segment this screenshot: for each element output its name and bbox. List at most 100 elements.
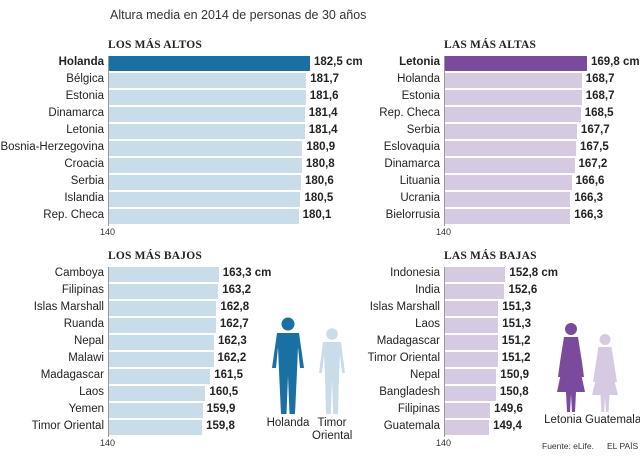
- bar-mark: [108, 352, 214, 367]
- value-label: 182,5 cm: [314, 56, 363, 68]
- category-label: Laos: [79, 386, 104, 398]
- axis-baseline: [108, 267, 109, 437]
- panel-heading: LOS MÁS BAJOS: [108, 250, 202, 262]
- bar-mark: [444, 56, 587, 71]
- value-label: 152,8 cm: [509, 267, 559, 279]
- value-label: 169,8 cm: [591, 56, 640, 68]
- category-label: Ucrania: [400, 192, 440, 204]
- bar-mark: [108, 124, 305, 139]
- axis-min-label: 140: [100, 438, 116, 448]
- bar-mark: [108, 141, 303, 156]
- value-label: 167,5: [579, 141, 609, 153]
- bar-mark: [108, 369, 211, 384]
- figure-label-letonia: Letonia: [544, 414, 582, 426]
- category-label: Bélgica: [66, 73, 104, 85]
- bar-mark: [108, 73, 307, 88]
- footer-source: Fuente: eLife.: [542, 441, 594, 451]
- bar-mark: [108, 192, 301, 207]
- category-label: Holanda: [397, 73, 440, 85]
- bar-mark: [108, 386, 206, 401]
- category-label: Lituania: [399, 175, 440, 187]
- bar-mark: [108, 90, 306, 105]
- category-label: Rep. Checa: [43, 209, 104, 221]
- category-label: Bosnia-Herzegovina: [0, 141, 104, 153]
- category-label: Filipinas: [61, 284, 104, 296]
- category-label: Timor Oriental: [31, 420, 104, 432]
- bar-mark: [444, 284, 505, 299]
- bar-mark: [444, 73, 582, 88]
- value-label: 151,2: [501, 335, 531, 347]
- value-label: 180,5: [304, 192, 334, 204]
- category-label: Filipinas: [397, 403, 440, 415]
- woman-figure-tall-icon: [557, 323, 585, 412]
- bar-mark: [108, 420, 203, 435]
- category-label: Estonia: [401, 90, 440, 102]
- category-label: Letonia: [66, 124, 104, 136]
- category-label: Nepal: [409, 369, 440, 381]
- bar-mark: [108, 403, 203, 418]
- bar-mark: [108, 318, 216, 333]
- figure-label-guatemala: Guatemala: [585, 414, 640, 426]
- bar-mark: [108, 56, 310, 71]
- value-label: 159,8: [206, 420, 235, 432]
- bar-mark: [108, 209, 299, 224]
- category-label: Guatemala: [383, 420, 440, 432]
- bar-mark: [108, 267, 219, 282]
- woman-figure-short-icon: [592, 334, 618, 412]
- axis-min-label: 140: [436, 438, 452, 448]
- bar-mark: [108, 335, 214, 350]
- bar-mark: [444, 403, 491, 418]
- category-label: Madagascar: [376, 335, 440, 347]
- axis-min-label: 140: [436, 227, 452, 237]
- bar-mark: [108, 107, 305, 122]
- value-label: 163,3 cm: [222, 267, 272, 279]
- category-label: Islas Marshall: [33, 301, 104, 313]
- value-label: 180,8: [305, 158, 335, 170]
- value-label: 166,6: [575, 175, 605, 187]
- value-label: 167,2: [578, 158, 608, 170]
- figure-label-timor-oriental: Timor Oriental: [312, 417, 352, 443]
- category-label: Serbia: [70, 175, 104, 187]
- bar-mark: [444, 318, 499, 333]
- figure-label-holanda: Holanda: [266, 417, 310, 429]
- bar-mark: [444, 352, 498, 367]
- footer-brand: EL PAÍS: [607, 441, 639, 451]
- value-label: 168,7: [585, 73, 615, 85]
- axis-baseline: [444, 56, 445, 226]
- category-label: Islandia: [64, 192, 104, 204]
- category-label: Rep. Checa: [379, 107, 440, 119]
- category-label: Serbia: [406, 124, 440, 136]
- value-label: 181,4: [308, 107, 338, 119]
- category-label: Dinamarca: [48, 107, 104, 119]
- category-label: Letonia: [399, 56, 440, 68]
- category-label: Indonesia: [390, 267, 440, 279]
- bar-mark: [444, 124, 577, 139]
- bar-mark: [444, 267, 506, 282]
- category-label: Laos: [415, 318, 440, 330]
- panel-heading: LAS MÁS ALTAS: [444, 39, 537, 51]
- category-label: Timor Oriental: [367, 352, 440, 364]
- value-label: 150,8: [499, 386, 529, 398]
- bar-mark: [444, 301, 499, 316]
- value-label: 160,5: [209, 386, 239, 398]
- value-label: 166,3: [574, 209, 603, 221]
- panel-heading: LOS MÁS ALTOS: [108, 39, 203, 51]
- bar-mark: [444, 107, 581, 122]
- man-figure-short-icon: [319, 328, 345, 414]
- category-label: Bielorrusia: [385, 209, 440, 221]
- category-label: Dinamarca: [384, 158, 440, 170]
- category-label: Madagascar: [40, 369, 104, 381]
- bar-mark: [444, 386, 496, 401]
- category-label: Ruanda: [63, 318, 104, 330]
- bar-mark: [108, 158, 302, 173]
- value-label: 180,6: [304, 175, 334, 187]
- axis-min-label: 140: [100, 227, 116, 237]
- axis-baseline: [444, 267, 445, 437]
- value-label: 162,7: [219, 318, 249, 330]
- category-label: Estonia: [65, 90, 104, 102]
- chart-title: Altura media en 2014 de personas de 30 a…: [110, 8, 367, 22]
- category-label: Croacia: [64, 158, 104, 170]
- bar-mark: [444, 141, 576, 156]
- value-label: 150,9: [500, 369, 530, 381]
- bar-mark: [108, 175, 301, 190]
